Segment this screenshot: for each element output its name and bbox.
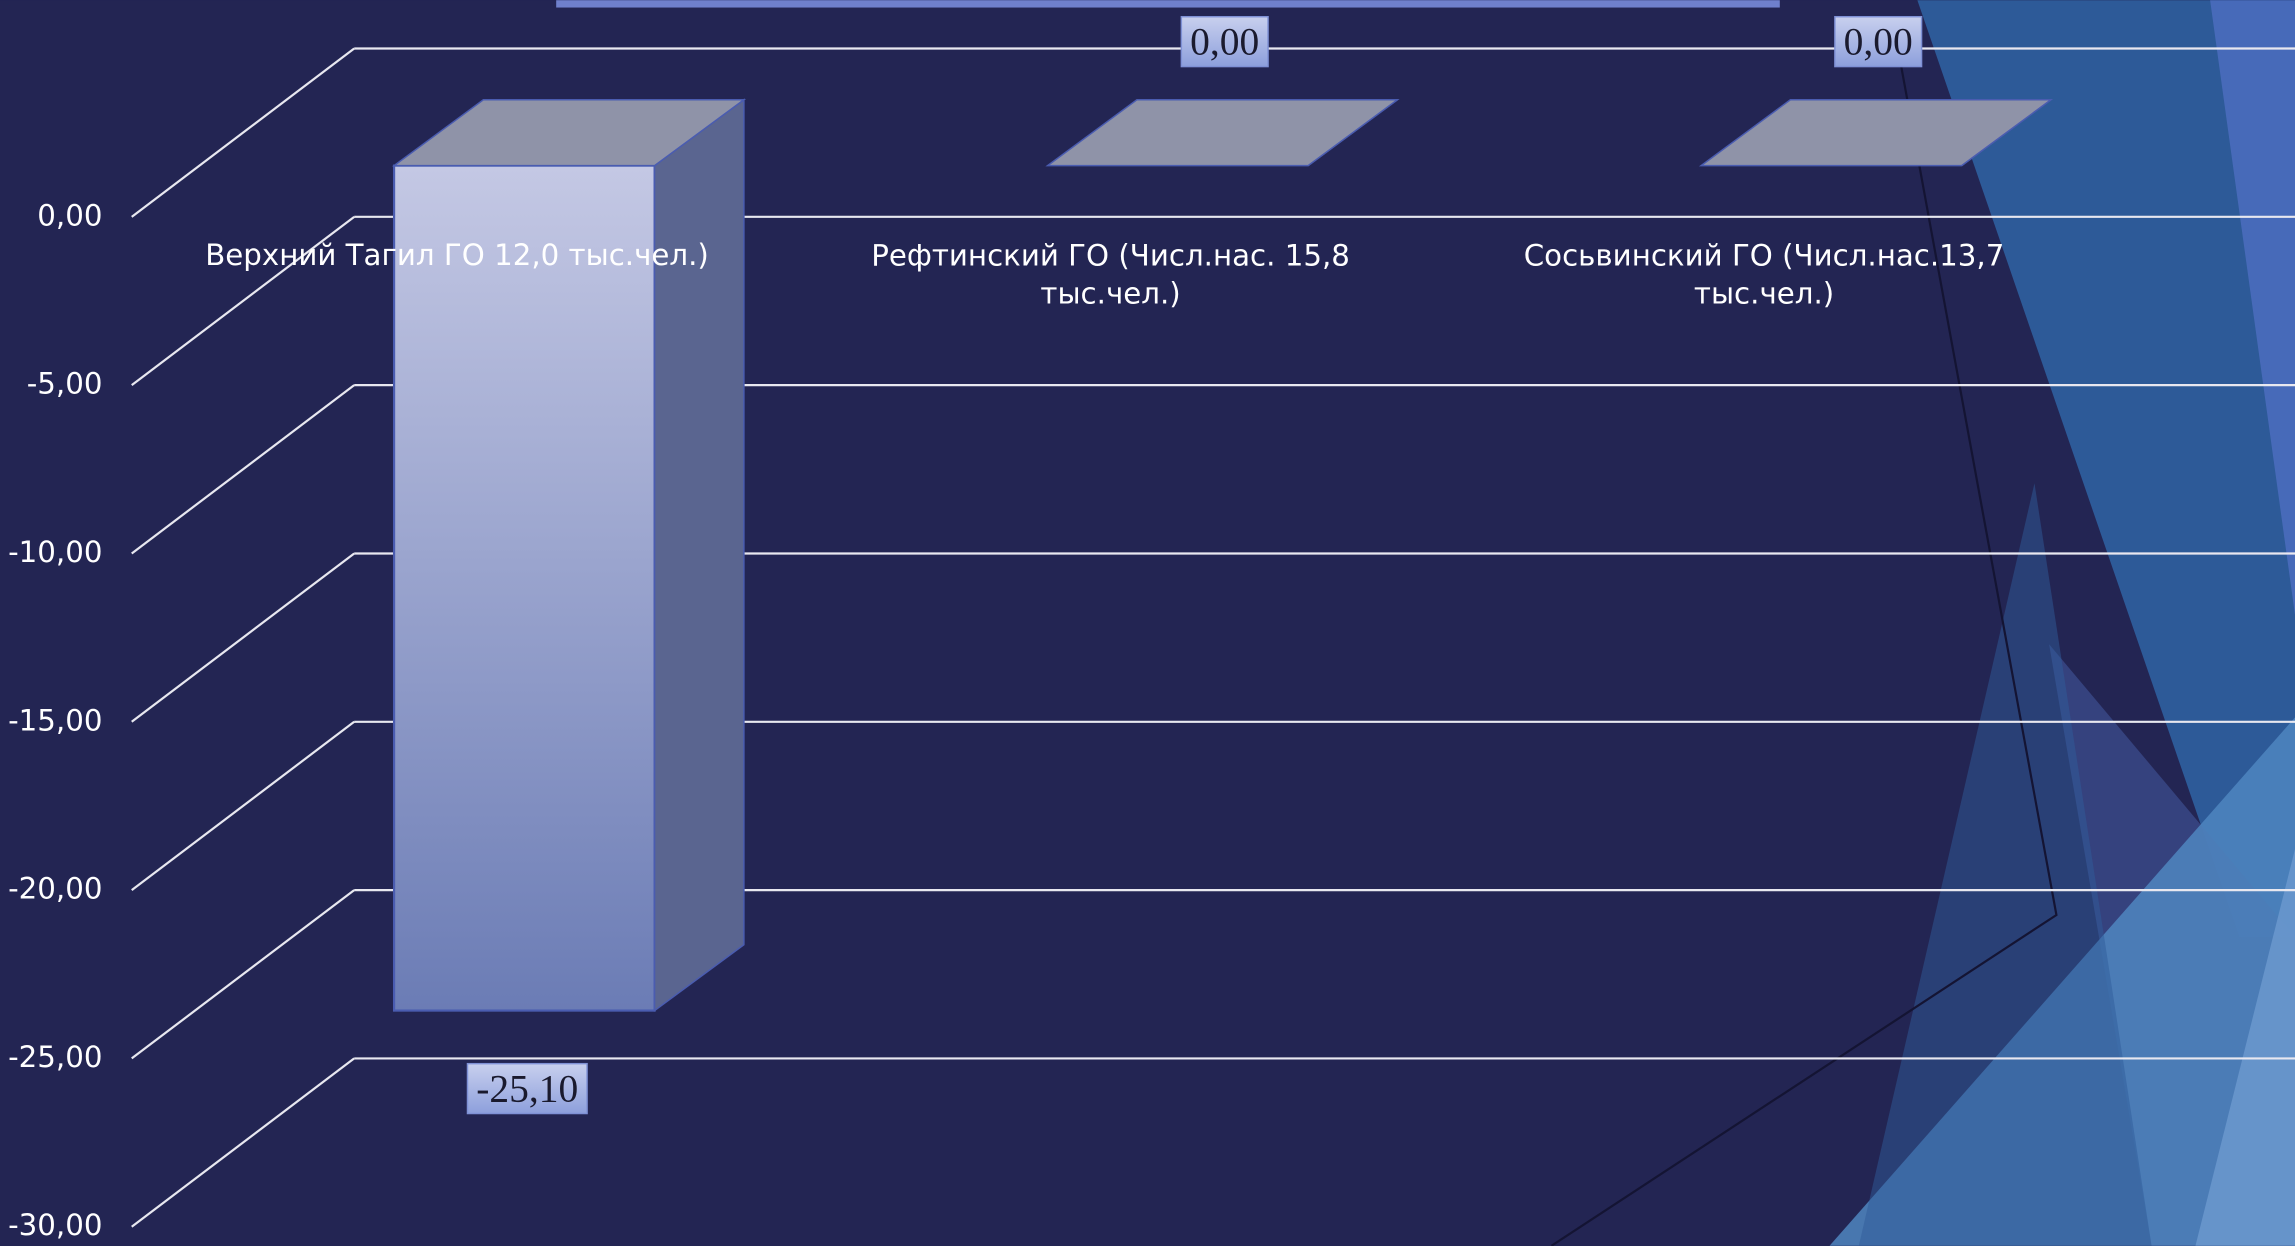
grid-diagonal xyxy=(131,47,355,218)
value-label: 0,00 xyxy=(1190,20,1259,64)
y-tick-label: -30,00 xyxy=(8,1208,102,1242)
bar-top xyxy=(391,99,747,167)
decoration xyxy=(556,0,2295,1246)
value-label-box xyxy=(466,1062,588,1115)
grid-diagonal xyxy=(131,215,355,387)
grid-diagonal xyxy=(131,552,355,723)
value-label-box xyxy=(1834,15,1923,68)
y-tick-label: -25,00 xyxy=(8,1040,102,1074)
grid-diagonal xyxy=(131,384,355,555)
y-tick-label: -15,00 xyxy=(8,703,102,737)
y-tick-label: -20,00 xyxy=(8,872,102,906)
y-tick-label: -10,00 xyxy=(8,535,102,569)
bar-front xyxy=(392,164,656,1012)
bar-top xyxy=(1698,99,2054,167)
grid-diagonal xyxy=(131,889,355,1060)
value-label: 0,00 xyxy=(1844,20,1913,64)
category-label: Верхний Тагил ГО 12,0 тыс.чел.) xyxy=(205,238,709,272)
category-label: Рефтинский ГО (Числ.нас. 15,8 тыс.чел.) xyxy=(871,238,1350,310)
grid-diagonal xyxy=(131,720,355,891)
y-tick-label: 0,00 xyxy=(37,198,102,232)
grid-diagonal xyxy=(131,1057,355,1228)
bar-top xyxy=(1045,99,1400,167)
category-label: Сосьвинский ГО (Числ.нас.13,7 тыс.чел.) xyxy=(1524,238,2005,310)
value-label-box xyxy=(1180,15,1269,68)
y-tick-label: -5,00 xyxy=(27,367,103,401)
bar-side xyxy=(653,98,745,1013)
value-label: -25,10 xyxy=(476,1067,578,1111)
bars: -25,10 Верхний Тагил ГО 12,0 тыс.чел.) 0,0… xyxy=(205,15,2054,1115)
